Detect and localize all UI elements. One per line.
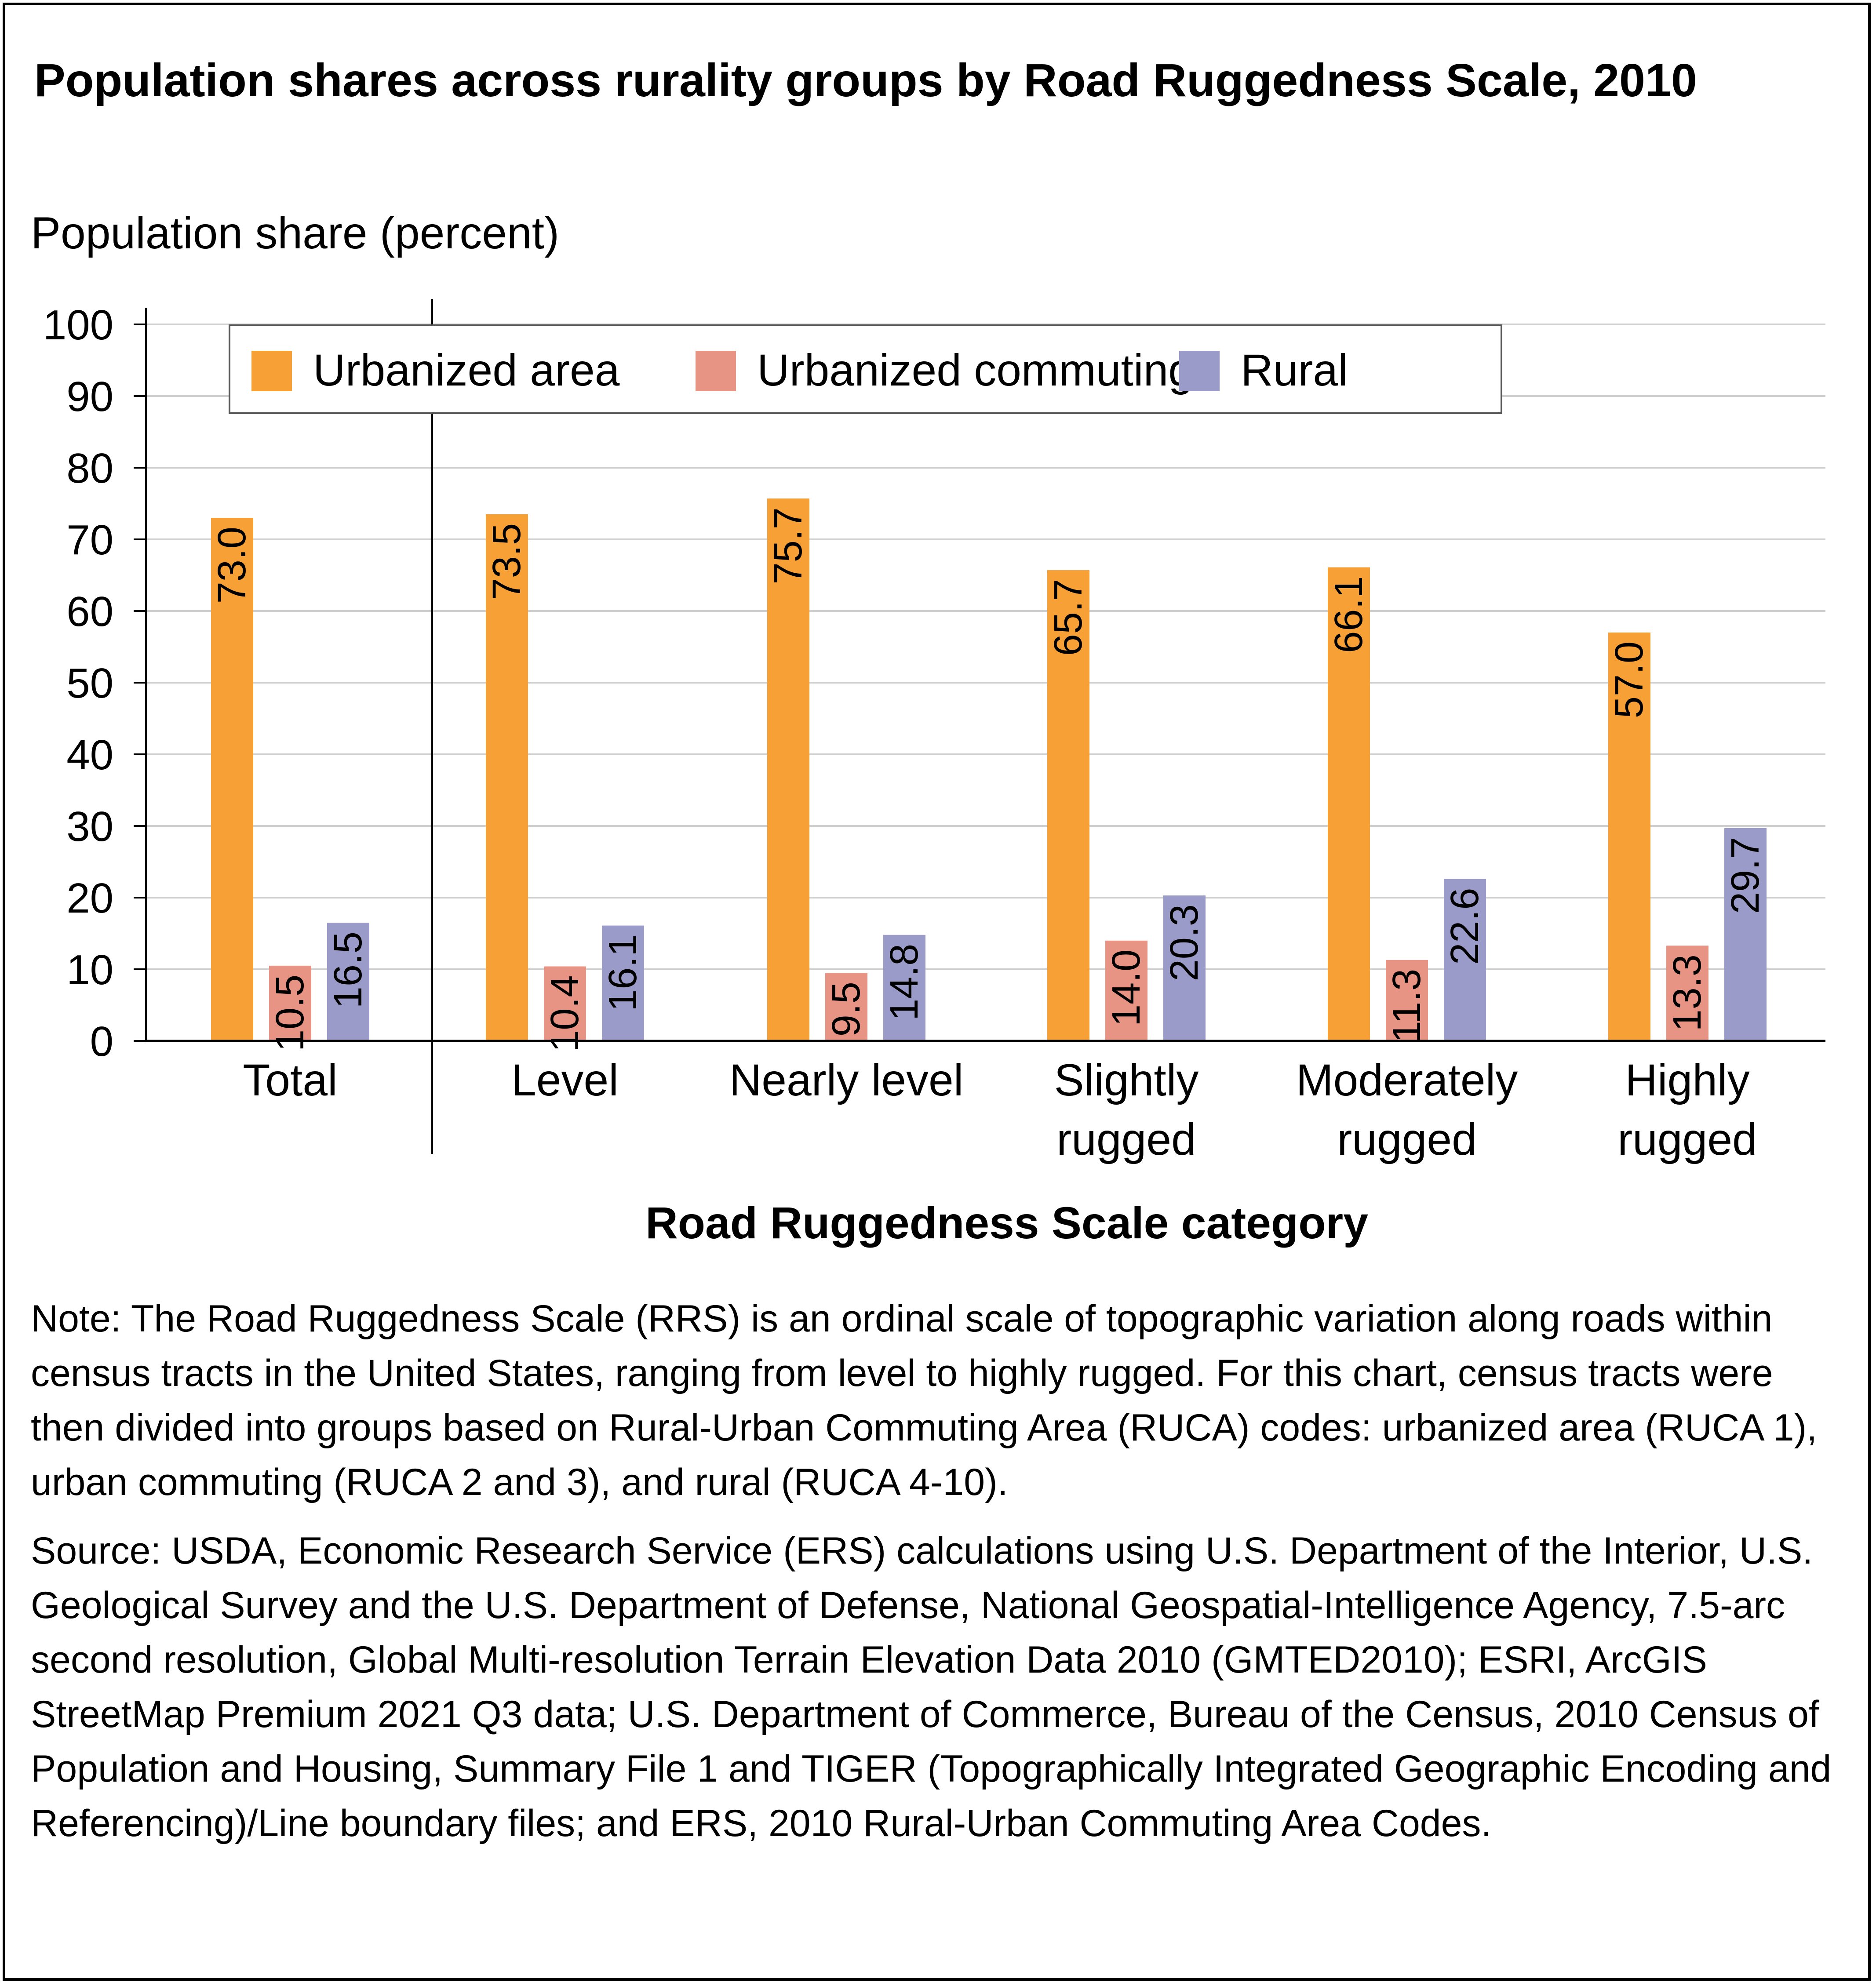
x-tick-label: rugged [1337,1114,1477,1164]
x-tick-label: rugged [1056,1114,1196,1164]
data-label: 10.4 [543,975,587,1052]
data-label: 65.7 [1046,579,1090,656]
bar [486,514,528,1041]
y-tick-label: 30 [66,803,113,850]
bar [602,925,644,1041]
y-tick-label: 40 [66,731,113,778]
bar [1724,828,1767,1041]
legend-swatch [1179,351,1220,391]
chart-title: Population shares across rurality groups… [34,55,1697,106]
data-label: 57.0 [1607,641,1651,718]
data-label: 75.7 [766,507,810,584]
bars [211,498,1767,1041]
chart-source: Source: USDA, Economic Research Service … [31,1530,1832,1844]
legend-swatch [251,351,292,391]
legend-box [229,324,1502,414]
chart-note: Note: The Road Ruggedness Scale (RRS) is… [31,1298,1818,1503]
data-label: 16.5 [326,931,370,1008]
data-label: 14.8 [882,944,926,1021]
axes [134,299,1825,1154]
bar [1047,570,1089,1041]
x-tick-labels: Total Level Nearly level Slightly rugged Mode… [243,1055,1757,1164]
y-tick-label: 60 [66,588,113,635]
y-tick-label: 100 [43,302,113,349]
bar-chart: Population share (percent) 0 10 20 30 40 50 60… [31,208,1825,1248]
x-tick-label: Highly [1625,1055,1749,1105]
data-label: 10.5 [268,975,312,1051]
bar [883,935,925,1041]
data-label: 16.1 [601,935,645,1011]
y-tick-labels: 0 10 20 30 40 50 60 70 80 90 100 [43,302,113,1065]
x-tick-label: rugged [1617,1114,1757,1164]
data-label: 11.3 [1385,969,1429,1043]
bar [211,518,253,1041]
data-label: 14.0 [1104,949,1148,1026]
chart-frame [3,3,1871,1981]
notes-section: Note: The Road Ruggedness Scale (RRS) is… [31,1291,1842,1865]
bar [1163,895,1206,1041]
x-axis-label: Road Ruggedness Scale category [645,1198,1368,1248]
y-tick-label: 0 [90,1018,113,1065]
y-tick-label: 20 [66,875,113,922]
x-tick-label: Moderately [1296,1055,1518,1105]
data-label: 9.5 [824,982,868,1037]
bar [1444,879,1486,1041]
y-axis-label: Population share (percent) [31,208,559,258]
data-label: 73.5 [485,523,529,600]
bar [327,923,369,1041]
x-tick-label: Level [511,1055,619,1105]
bar [544,966,586,1041]
data-label: 73.0 [210,527,254,604]
bar [1386,960,1428,1041]
legend-label: Rural [1241,345,1348,395]
bar [269,965,311,1041]
data-label: 20.3 [1162,904,1206,981]
bar [1666,946,1708,1041]
x-tick-label: Total [243,1055,337,1105]
data-label: 13.3 [1665,954,1709,1031]
x-tick-label: Nearly level [729,1055,964,1105]
data-label: 29.7 [1723,837,1767,914]
legend-swatch [696,351,736,391]
y-tick-label: 70 [66,517,113,564]
data-labels: 73.0 73.5 75.7 65.7 66.1 57.0 10.5 10.4 9.5 14.0 1… [210,507,1767,1052]
data-label: 66.1 [1327,576,1371,653]
legend: Urbanized area Urbanized commuting Rural [229,324,1502,414]
y-tick-label: 90 [66,373,113,420]
bar [1328,567,1370,1041]
bar [1608,632,1650,1041]
bar [825,973,867,1041]
legend-label: Urbanized area [313,345,620,395]
bar [1105,940,1147,1041]
y-tick-label: 50 [66,660,113,707]
gridlines [146,324,1825,970]
bar [767,498,809,1041]
legend-label: Urbanized commuting [757,345,1193,395]
y-tick-label: 80 [66,445,113,492]
x-tick-label: Slightly [1054,1055,1199,1105]
data-label: 22.6 [1443,888,1487,965]
y-tick-label: 10 [66,946,113,993]
